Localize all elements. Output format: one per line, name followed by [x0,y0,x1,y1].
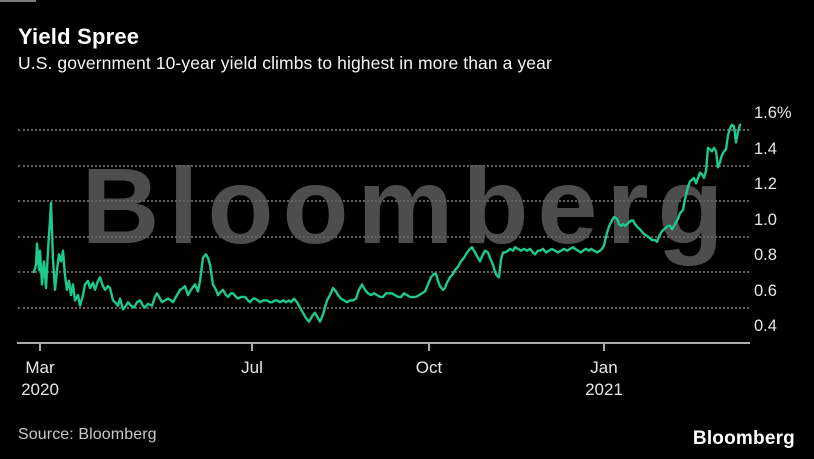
y-tick-label: 1.4 [754,139,777,158]
x-tick-mark [428,344,430,351]
y-tick-label: 1.6% [754,104,792,122]
gridline-0.8 [18,271,749,273]
gridline-1.6 [18,129,749,131]
x-tick-mark [603,344,605,351]
source-text: Source: Bloomberg [18,426,157,443]
x-tick-label: Jul [241,358,263,377]
y-tick-label: 0.4 [754,317,777,335]
top-edge-artifact [0,0,36,2]
x-tick-label: Jan [590,358,618,377]
x-tick-mark [39,344,41,351]
x-tick-label: Oct [415,358,443,377]
x-axis-line [17,342,750,344]
y-tick-label: 1.2 [754,175,777,193]
x-tick-year-label: 2020 [21,380,59,399]
bloomberg-watermark: Bloomberg [81,145,733,266]
gridline-0.6 [18,306,749,309]
gridline-1.4 [18,164,749,167]
bloomberg-logo: Bloomberg [692,428,795,449]
gridline-1 [18,235,749,238]
y-tick-label: 0.6 [754,281,777,300]
chart-title: Yield Spree [18,24,140,49]
x-tick-mark [251,344,253,351]
gridline-1.2 [18,200,749,202]
chart-subtitle: U.S. government 10-year yield climbs to … [18,53,552,73]
y-tick-label: 1.0 [754,210,777,229]
x-tick-label: Mar [25,358,55,377]
yield-line-path [32,123,742,323]
x-tick-year-label: 2021 [585,380,623,399]
y-tick-label: 0.8 [754,246,777,264]
